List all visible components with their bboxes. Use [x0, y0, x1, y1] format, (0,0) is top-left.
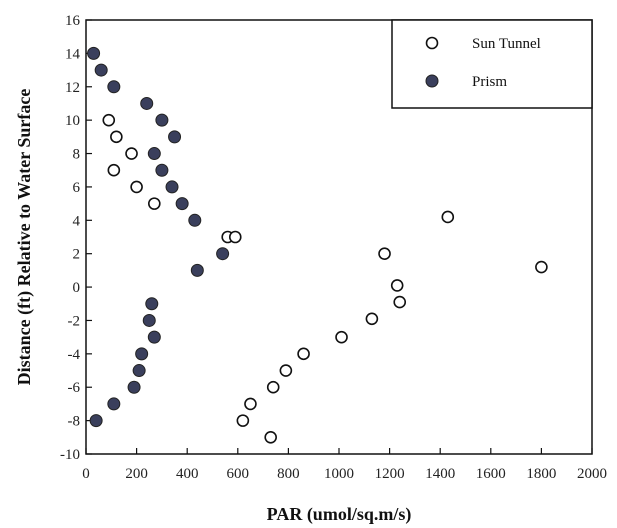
- sun-tunnel-point: [297, 347, 310, 361]
- x-axis-title: PAR (umol/sq.m/s): [267, 504, 412, 525]
- y-tick-label: 8: [73, 147, 81, 163]
- axis-ticks: 0 200 400 600 800 1000 1200 1400 1600 1800 2000 -10…: [60, 13, 607, 482]
- prism-point: [132, 364, 146, 378]
- x-tick-label: 1400: [425, 466, 455, 482]
- prism-point: [142, 313, 156, 327]
- y-tick-label: 2: [73, 247, 81, 263]
- prism-point: [165, 180, 179, 194]
- y-tick-label: -4: [68, 347, 81, 363]
- sun-tunnel-point: [110, 130, 123, 144]
- sun-tunnel-point: [125, 147, 138, 160]
- prism-point: [147, 330, 161, 344]
- prism-point: [155, 163, 169, 177]
- prism-point: [168, 130, 182, 144]
- sun-tunnel-point: [535, 260, 548, 274]
- x-tick-label: 1200: [375, 466, 405, 482]
- x-tick-label: 0: [82, 466, 90, 482]
- y-tick-label: -10: [60, 447, 80, 463]
- prism-point: [87, 46, 101, 60]
- y-tick-label: 4: [73, 213, 81, 229]
- prism-point: [147, 147, 161, 161]
- prism-point: [94, 63, 108, 77]
- legend-marker-sun-tunnel: [425, 36, 439, 50]
- sun-tunnel-point: [102, 113, 116, 127]
- legend-label-prism: Prism: [472, 74, 507, 90]
- prism-point: [216, 247, 230, 261]
- legend: Sun Tunnel Prism: [391, 19, 593, 109]
- sun-tunnel-point: [441, 210, 455, 224]
- y-tick-label: 14: [65, 46, 81, 62]
- sun-tunnel-point: [264, 431, 277, 444]
- sun-tunnel-point: [378, 247, 391, 260]
- sun-tunnel-point: [266, 380, 280, 394]
- legend-marker-prism: [425, 74, 439, 88]
- sun-tunnel-point: [365, 312, 379, 326]
- prism-point: [135, 347, 149, 361]
- x-tick-label: 200: [125, 466, 148, 482]
- y-tick-label: -8: [68, 414, 81, 430]
- sun-tunnel-point: [148, 197, 161, 210]
- y-tick-label: 16: [65, 13, 81, 29]
- y-tick-label: 0: [73, 280, 81, 296]
- x-tick-label: 1800: [526, 466, 556, 482]
- prism-point: [107, 397, 121, 411]
- x-tick-label: 1000: [324, 466, 354, 482]
- prism-point: [145, 297, 159, 311]
- x-tick-label: 400: [176, 466, 199, 482]
- data-points: [87, 46, 548, 444]
- x-tick-label: 800: [277, 466, 300, 482]
- sun-tunnel-point: [335, 330, 348, 344]
- prism-point: [188, 213, 202, 227]
- y-tick-label: 6: [73, 180, 81, 196]
- y-tick-label: 12: [65, 80, 80, 96]
- sun-tunnel-point: [279, 364, 293, 377]
- x-tick-label: 600: [227, 466, 250, 482]
- legend-box: [391, 19, 593, 109]
- y-axis-title: Distance (ft) Relative to Water Surface: [14, 89, 35, 386]
- prism-point: [175, 197, 189, 211]
- y-tick-label: -6: [68, 380, 81, 396]
- sun-tunnel-point: [236, 414, 250, 427]
- prism-point: [140, 96, 154, 110]
- x-tick-label: 2000: [577, 466, 607, 482]
- sun-tunnel-point: [130, 180, 143, 194]
- prism-point: [155, 113, 169, 127]
- sun-tunnel-point: [393, 295, 407, 309]
- legend-label-sun-tunnel: Sun Tunnel: [472, 36, 541, 52]
- sun-tunnel-point: [390, 279, 404, 292]
- y-tick-label: -2: [68, 313, 81, 329]
- prism-point: [89, 414, 103, 428]
- prism-point: [107, 80, 121, 94]
- sun-tunnel-point: [107, 163, 121, 177]
- prism-point: [190, 263, 204, 277]
- y-tick-label: 10: [65, 113, 80, 129]
- sun-tunnel-point: [228, 230, 242, 244]
- prism-point: [127, 380, 141, 394]
- x-tick-label: 1600: [476, 466, 506, 482]
- sun-tunnel-point: [244, 397, 257, 411]
